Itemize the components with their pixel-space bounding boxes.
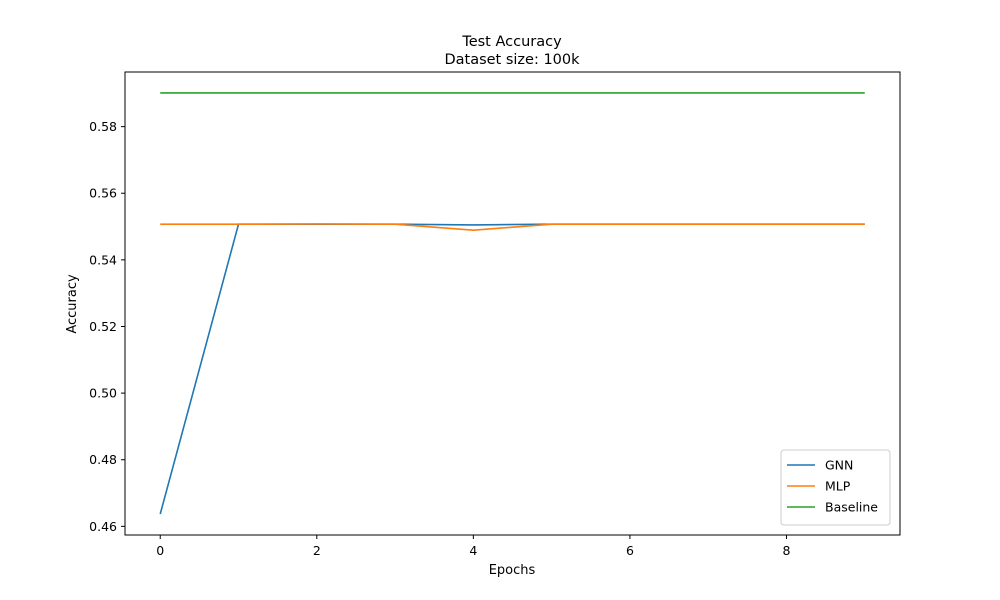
plot-frame	[124, 71, 901, 536]
chart-subtitle: Dataset size: 100k	[444, 52, 580, 68]
x-tick-label: 2	[313, 543, 321, 558]
y-axis-label: Accuracy	[65, 274, 80, 334]
y-tick-label: 0.46	[89, 519, 117, 534]
y-tick-label: 0.54	[89, 252, 117, 267]
x-tick-label: 8	[783, 543, 791, 558]
x-tick-label: 6	[626, 543, 634, 558]
series-line-gnn	[159, 223, 865, 515]
y-tick-label: 0.52	[89, 319, 117, 334]
legend-label-mlp: MLP	[825, 479, 851, 494]
series-line-mlp	[160, 223, 865, 232]
legend: GNN MLP Baseline	[780, 449, 891, 526]
y-tick-label: 0.48	[89, 452, 117, 467]
x-axis-ticks: 0 2 4 6 8	[156, 535, 791, 558]
y-tick-label: 0.56	[89, 186, 117, 201]
y-tick-label: 0.58	[89, 119, 117, 134]
plot-lines	[159, 92, 865, 515]
legend-label-baseline: Baseline	[825, 500, 878, 515]
y-axis-ticks: 0.46 0.48 0.50 0.52 0.54 0.56 0.58	[89, 119, 125, 534]
x-axis-label: Epochs	[489, 563, 536, 578]
chart-title: Test Accuracy	[461, 34, 562, 50]
y-tick-label: 0.50	[89, 386, 117, 401]
legend-label-gnn: GNN	[825, 458, 853, 473]
x-tick-label: 4	[469, 543, 477, 558]
x-tick-label: 0	[156, 543, 164, 558]
